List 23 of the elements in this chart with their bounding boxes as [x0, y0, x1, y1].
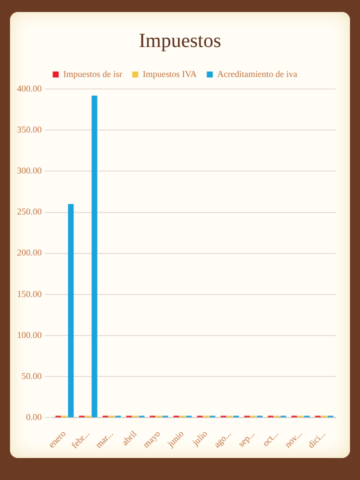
x-tick-label: oct...: [260, 428, 280, 448]
chart-title: Impuestos: [138, 30, 222, 54]
x-tick-label: febr...: [69, 428, 92, 450]
y-tick-label: 200.00: [17, 248, 42, 258]
y-tick-label: 0.00: [26, 412, 42, 422]
y-tick-label: 100.00: [17, 330, 42, 340]
x-tick-label: abril: [120, 428, 139, 448]
y-tick-label: 150.00: [17, 288, 42, 299]
x-tick-label: mar...: [93, 428, 115, 450]
y-tick-label: 300.00: [17, 166, 42, 176]
x-tick-label: sep...: [236, 428, 256, 449]
y-tick-label: 250.00: [17, 206, 42, 217]
y-tick-label: 400.00: [17, 83, 42, 94]
bar: [68, 204, 74, 418]
x-tick-label: nov...: [282, 428, 304, 450]
bar: [92, 96, 98, 418]
x-tick-label: ago...: [212, 428, 233, 450]
legend-label: Acreditamiento de iva: [217, 68, 298, 79]
y-tick-label: 50.00: [22, 370, 42, 381]
x-tick-label: dici...: [306, 428, 328, 450]
legend-label: Impuestos IVA: [142, 68, 198, 79]
legend-label: Impuestos de isr: [63, 68, 122, 79]
y-tick-label: 350.00: [17, 124, 42, 134]
